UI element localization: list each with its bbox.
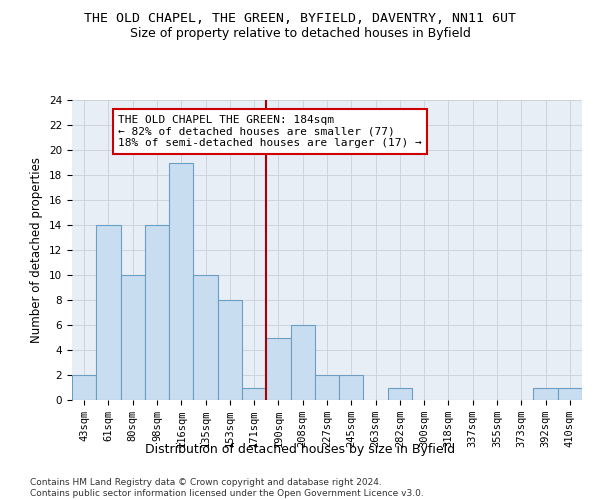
Bar <box>96 225 121 400</box>
Text: THE OLD CHAPEL, THE GREEN, BYFIELD, DAVENTRY, NN11 6UT: THE OLD CHAPEL, THE GREEN, BYFIELD, DAVE… <box>84 12 516 26</box>
Bar <box>315 375 339 400</box>
Bar <box>121 275 145 400</box>
Text: Size of property relative to detached houses in Byfield: Size of property relative to detached ho… <box>130 28 470 40</box>
Text: Distribution of detached houses by size in Byfield: Distribution of detached houses by size … <box>145 442 455 456</box>
Bar <box>388 388 412 400</box>
Bar <box>72 375 96 400</box>
Bar <box>266 338 290 400</box>
Bar <box>169 162 193 400</box>
Y-axis label: Number of detached properties: Number of detached properties <box>31 157 43 343</box>
Bar <box>242 388 266 400</box>
Bar <box>145 225 169 400</box>
Bar <box>290 325 315 400</box>
Bar <box>533 388 558 400</box>
Bar <box>339 375 364 400</box>
Text: Contains HM Land Registry data © Crown copyright and database right 2024.
Contai: Contains HM Land Registry data © Crown c… <box>30 478 424 498</box>
Text: THE OLD CHAPEL THE GREEN: 184sqm
← 82% of detached houses are smaller (77)
18% o: THE OLD CHAPEL THE GREEN: 184sqm ← 82% o… <box>118 115 422 148</box>
Bar <box>558 388 582 400</box>
Bar <box>218 300 242 400</box>
Bar <box>193 275 218 400</box>
